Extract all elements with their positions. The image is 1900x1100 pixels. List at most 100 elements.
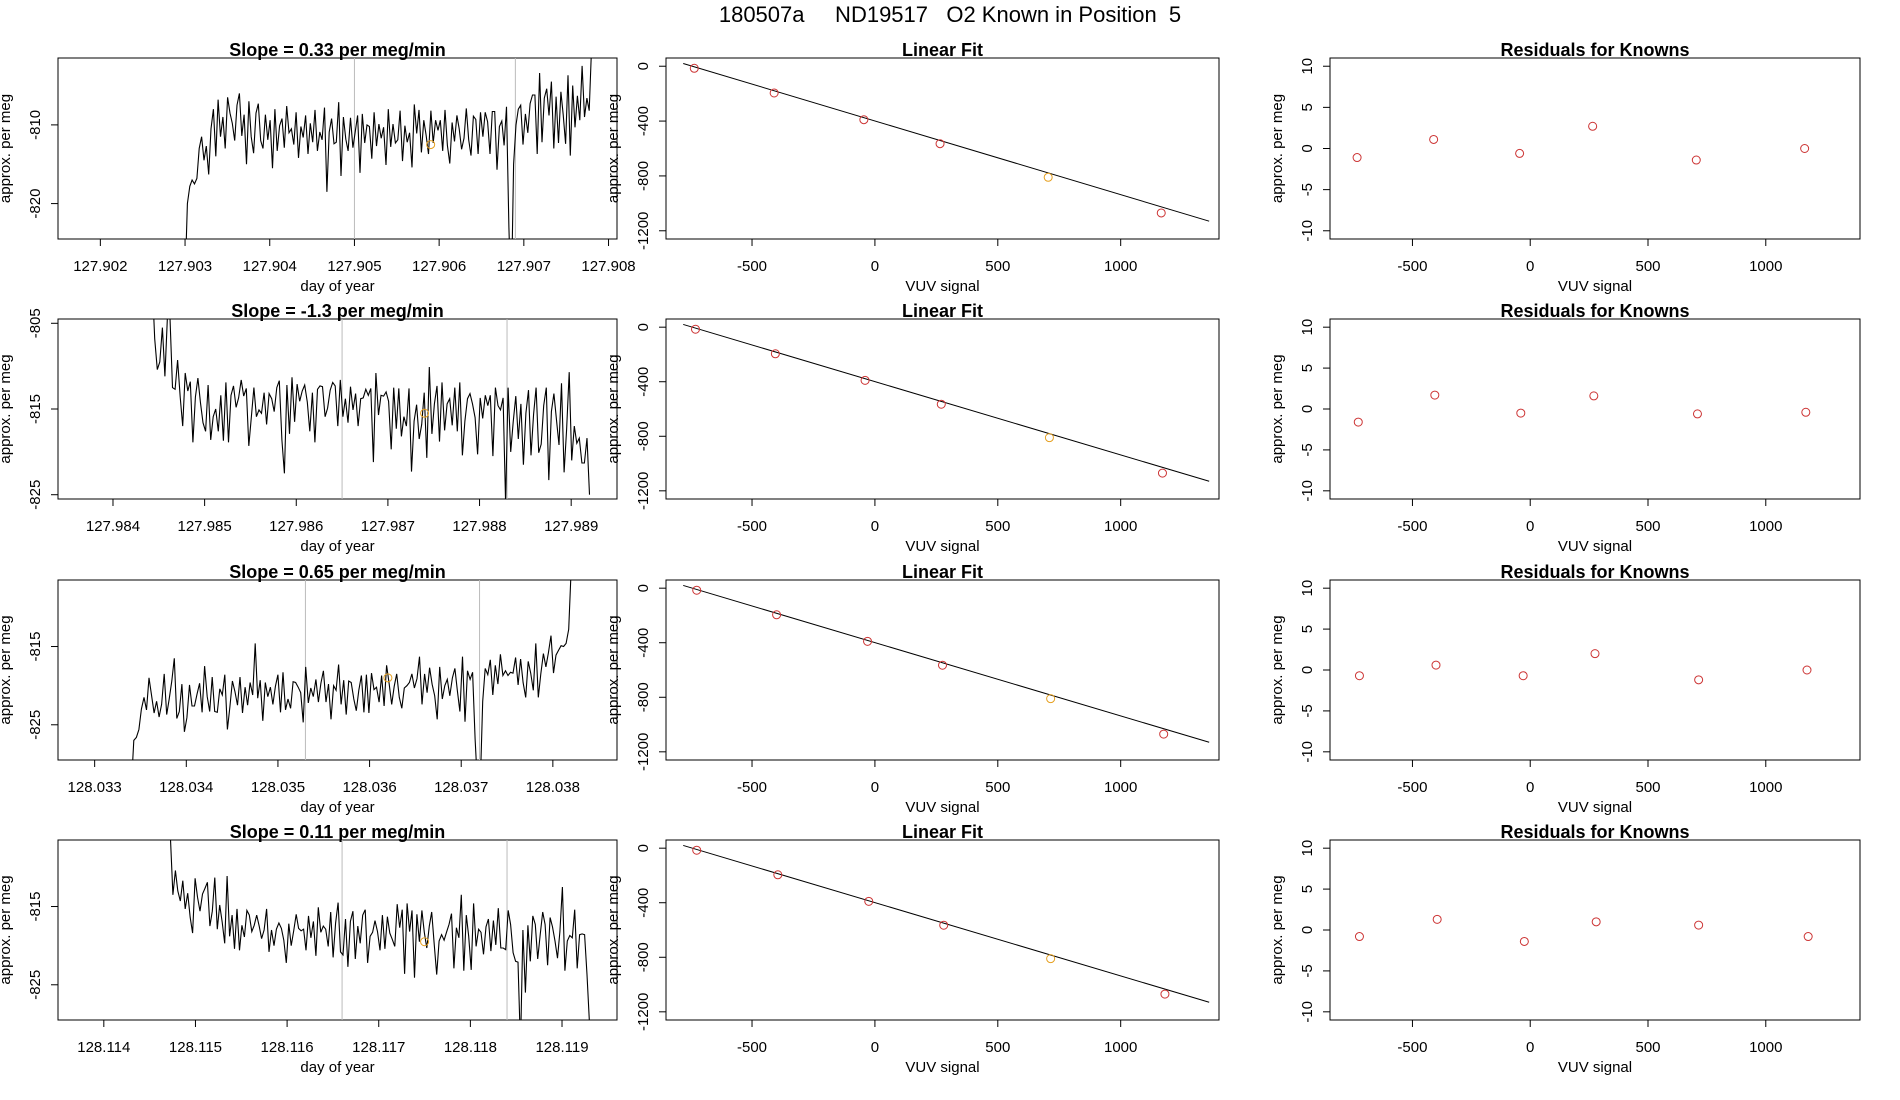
x-tick-label: 128.119 <box>535 1039 588 1056</box>
chart-panel-timeseries-row3: Slope = 0.65 per meg/min day of year appro… <box>0 562 618 816</box>
y-tick-label: -400 <box>635 628 652 658</box>
y-tick-label: -10 <box>1299 741 1316 763</box>
residual-point <box>1691 155 1701 165</box>
y-tick-label: 5 <box>1299 103 1316 111</box>
residual-point <box>1801 407 1811 417</box>
known-point <box>692 845 702 855</box>
sample-point <box>1046 954 1056 964</box>
known-point <box>939 920 949 930</box>
x-tick-label: -500 <box>1397 258 1427 275</box>
x-tick-label: 0 <box>871 518 879 535</box>
residual-point <box>1430 390 1440 400</box>
residual-point <box>1590 649 1600 659</box>
x-tick-label: 128.115 <box>169 1039 222 1056</box>
x-tick-label: 500 <box>985 258 1010 275</box>
plot-area <box>1352 121 1810 165</box>
residual-point <box>1516 408 1526 418</box>
sample-point <box>1044 433 1054 443</box>
chart-panel-residuals-row1: Residuals for Knowns VUV signal approx. pe… <box>1269 40 1861 295</box>
x-tick-label: 127.907 <box>497 258 551 275</box>
chart-panel-linear_fit-row3: Linear Fit VUV signal approx. per meg -500 0… <box>605 562 1220 816</box>
chart-panel-timeseries-row4: Slope = 0.11 per meg/min day of year appro… <box>0 822 618 1076</box>
y-axis-label: approx. per meg <box>0 875 14 984</box>
series-line <box>153 319 591 499</box>
chart-panel-residuals-row3: Residuals for Knowns VUV signal approx. pe… <box>1269 562 1861 816</box>
x-tick-label: -500 <box>737 779 767 796</box>
y-axis-label: approx. per meg <box>605 354 622 463</box>
known-point <box>1156 208 1166 218</box>
y-tick-label: -800 <box>635 682 652 712</box>
y-tick-label: -1200 <box>635 733 652 771</box>
plot-frame <box>1329 839 1861 1021</box>
plot-area <box>153 319 591 499</box>
x-tick-label: 1000 <box>1104 518 1137 535</box>
x-axis-label: day of year <box>300 278 374 295</box>
x-tick-label: 500 <box>1635 258 1660 275</box>
plot-area <box>683 584 1210 743</box>
y-tick-label: 10 <box>1299 58 1316 75</box>
y-tick-label: -1200 <box>635 472 652 510</box>
y-tick-label: -825 <box>27 480 44 510</box>
plot-frame <box>57 579 618 761</box>
chart-panel-linear_fit-row2: Linear Fit VUV signal approx. per meg -500 0… <box>605 301 1220 555</box>
x-tick-label: 1000 <box>1104 1039 1137 1056</box>
x-tick-label: 1000 <box>1104 779 1137 796</box>
sample-point <box>1043 172 1053 182</box>
plot-area <box>185 58 592 239</box>
y-tick-label: -400 <box>635 367 652 397</box>
chart-title: Linear Fit <box>902 40 983 60</box>
plot-frame <box>57 318 618 500</box>
y-axis-label: approx. per meg <box>1269 94 1286 203</box>
y-tick-label: -800 <box>635 421 652 451</box>
x-axis-label: VUV signal <box>905 538 979 555</box>
x-tick-label: 500 <box>985 518 1010 535</box>
x-axis-label: day of year <box>300 799 374 816</box>
x-tick-label: 0 <box>1526 518 1534 535</box>
plot-area <box>169 840 590 1020</box>
x-tick-label: 127.903 <box>158 258 212 275</box>
x-tick-label: 127.984 <box>86 518 140 535</box>
x-axis-label: VUV signal <box>905 799 979 816</box>
x-axis-label: VUV signal <box>1558 1059 1632 1076</box>
y-tick-label: -10 <box>1299 220 1316 242</box>
fit-line <box>683 323 1210 482</box>
y-tick-label: -10 <box>1299 1001 1316 1023</box>
y-tick-label: -825 <box>27 970 44 1000</box>
x-axis-label: day of year <box>300 1059 374 1076</box>
y-tick-label: -815 <box>27 892 44 922</box>
chart-title: Linear Fit <box>902 301 983 321</box>
x-axis-label: VUV signal <box>905 278 979 295</box>
fit-line <box>683 63 1210 222</box>
chart-title: Slope = -1.3 per meg/min <box>231 301 444 321</box>
residual-point <box>1588 121 1598 131</box>
x-tick-label: 500 <box>1635 518 1660 535</box>
y-axis-label: approx. per meg <box>1269 875 1286 984</box>
plot-area <box>1353 390 1811 427</box>
x-tick-label: 127.989 <box>544 518 598 535</box>
known-point <box>859 115 869 125</box>
plot-area <box>132 580 572 760</box>
known-point <box>770 349 780 359</box>
known-point <box>860 375 870 385</box>
sample-point <box>1046 694 1056 704</box>
x-tick-label: 500 <box>985 1039 1010 1056</box>
known-point <box>935 139 945 149</box>
known-point <box>938 660 947 670</box>
x-tick-label: 127.902 <box>73 258 127 275</box>
sample-point <box>420 937 430 947</box>
x-tick-label: 128.033 <box>68 779 122 796</box>
figure-title: 180507a ND19517 O2 Known in Position 5 <box>718 2 1182 27</box>
chart-title: Linear Fit <box>902 822 983 842</box>
x-tick-label: -500 <box>1397 1039 1427 1056</box>
y-tick-label: 5 <box>1299 625 1316 633</box>
residual-point <box>1692 409 1702 419</box>
chart-title: Residuals for Knowns <box>1500 562 1689 582</box>
residual-point <box>1519 936 1529 946</box>
x-tick-label: 0 <box>871 1039 879 1056</box>
known-point <box>863 636 873 646</box>
residual-point <box>1591 917 1601 927</box>
y-tick-label: 0 <box>635 584 652 592</box>
residual-point <box>1431 660 1441 670</box>
y-tick-label: -815 <box>27 394 44 424</box>
y-axis-label: approx. per meg <box>0 94 14 203</box>
